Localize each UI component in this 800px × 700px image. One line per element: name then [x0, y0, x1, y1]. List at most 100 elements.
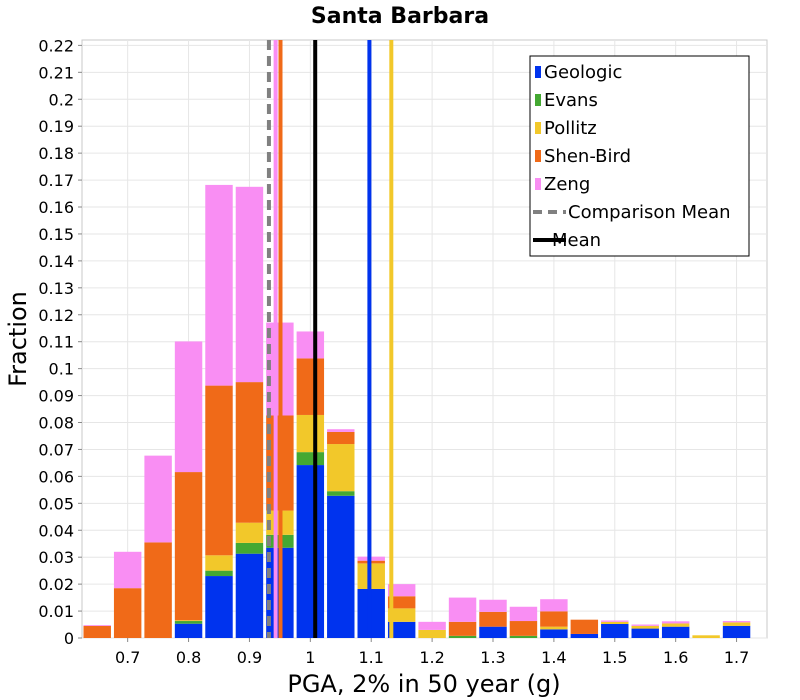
y-tick-label: 0.21 [38, 63, 74, 82]
y-tick-label: 0.18 [38, 144, 74, 163]
y-tick-label: 0.06 [38, 467, 74, 486]
bar-geologic [479, 626, 507, 638]
bar-evans [327, 491, 355, 496]
bar-pollitz [235, 522, 264, 543]
bar-geologic [327, 495, 355, 638]
bar-zeng [509, 606, 538, 622]
mean-lines [266, 40, 394, 638]
bar-geologic [205, 576, 233, 638]
bar-zeng [448, 597, 477, 622]
y-tick-label: 0.05 [38, 494, 74, 513]
y-tick-label: 0.02 [38, 575, 74, 594]
x-tick-label: 1.7 [724, 648, 749, 667]
bar-pollitz [661, 623, 690, 627]
bar-shen-bird [479, 611, 507, 627]
bar-evans [205, 570, 233, 577]
y-tick-label: 0.14 [38, 252, 74, 271]
x-tick-label: 1.6 [663, 648, 688, 667]
legend-label: Comparison Mean [568, 202, 731, 223]
bar-pollitz [692, 635, 720, 638]
bar-evans [235, 542, 264, 554]
legend: Geologic Evans Pollitz Shen-Bird Zeng Compari… [529, 55, 750, 257]
legend-label: Mean [552, 230, 601, 251]
y-tick-label: 0.04 [38, 521, 74, 540]
bar-shen-bird [387, 596, 416, 609]
bar-shen-bird [570, 619, 599, 634]
bar-shen-bird [205, 385, 233, 556]
bar-geologic [631, 628, 659, 638]
bar-pollitz [205, 555, 233, 571]
x-axis-ticks: 0.7 0.8 0.9 1 1.1 1.2 1.3 1.4 1.5 1.6 1.7 [115, 638, 749, 667]
bar-shen-bird [296, 358, 325, 415]
bar-pollitz [174, 620, 203, 622]
bar-zeng [387, 584, 416, 597]
bar-zeng [479, 599, 507, 612]
x-tick-label: 0.8 [176, 648, 201, 667]
bar-geologic [570, 633, 599, 638]
bar-zeng [296, 331, 325, 359]
bar-pollitz [631, 625, 659, 629]
legend-swatch [535, 122, 541, 134]
bar-pollitz [540, 626, 568, 630]
bar-shen-bird [113, 588, 142, 638]
y-tick-label: 0.19 [38, 117, 74, 136]
x-axis-label: PGA, 2% in 50 year (g) [287, 670, 560, 698]
bar-zeng [418, 621, 446, 630]
bar-zeng [83, 625, 111, 626]
bar-geologic [722, 625, 751, 638]
y-tick-label: 0.1 [49, 360, 74, 379]
x-tick-label: 1.4 [541, 648, 566, 667]
bar-zeng [631, 624, 659, 626]
y-tick-label: 0.01 [38, 602, 74, 621]
bar-zeng [174, 341, 203, 473]
legend-label: Pollitz [544, 118, 597, 139]
x-tick-label: 0.9 [237, 648, 262, 667]
bar-shen-bird [174, 472, 203, 621]
bar-zeng [601, 620, 629, 622]
x-tick-label: 1.5 [602, 648, 627, 667]
y-tick-label: 0.03 [38, 548, 74, 567]
legend-label: Geologic [544, 62, 622, 83]
bar-evans [509, 635, 538, 638]
x-tick-label: 1.2 [419, 648, 444, 667]
bar-zeng [722, 621, 751, 623]
y-tick-label: 0.12 [38, 306, 74, 325]
y-tick-label: 0.08 [38, 414, 74, 433]
y-tick-label: 0.09 [38, 387, 74, 406]
bar-zeng [327, 429, 355, 432]
bar-pollitz [296, 414, 325, 453]
legend-label: Shen-Bird [544, 146, 631, 167]
bar-geologic [601, 623, 629, 638]
legend-box [529, 55, 750, 257]
bar-shen-bird [235, 382, 264, 523]
x-tick-label: 1.3 [480, 648, 505, 667]
bar-shen-bird [327, 431, 355, 445]
bar-shen-bird [144, 542, 172, 638]
y-axis-label: Fraction [4, 291, 32, 387]
bar-geologic [174, 623, 203, 638]
bar-shen-bird [540, 611, 568, 627]
y-tick-label: 0.22 [38, 36, 74, 55]
x-tick-label: 0.7 [115, 648, 140, 667]
bar-evans [296, 452, 325, 466]
bar-pollitz [601, 621, 629, 624]
y-tick-label: 0.11 [38, 333, 74, 352]
bar-shen-bird [83, 625, 111, 638]
bar-pollitz [387, 608, 416, 622]
bar-pollitz [327, 444, 355, 492]
bar-evans [448, 635, 477, 638]
bar-shen-bird [509, 621, 538, 636]
legend-swatch [535, 94, 541, 106]
bar-zeng [235, 186, 264, 383]
bar-zeng [144, 455, 172, 543]
bar-geologic [296, 465, 325, 638]
bar-geologic [540, 629, 568, 638]
chart-title: Santa Barbara [311, 4, 489, 29]
legend-label: Evans [544, 90, 598, 111]
legend-label: Zeng [544, 174, 590, 195]
y-tick-label: 0.13 [38, 279, 74, 298]
x-tick-label: 1.1 [358, 648, 383, 667]
bar-pollitz [722, 622, 751, 626]
y-axis-ticks: 0 0.01 0.02 0.03 0.04 0.05 0.06 0.07 0.08 0.09 0.1… [38, 36, 82, 648]
bar-geologic [235, 553, 264, 638]
